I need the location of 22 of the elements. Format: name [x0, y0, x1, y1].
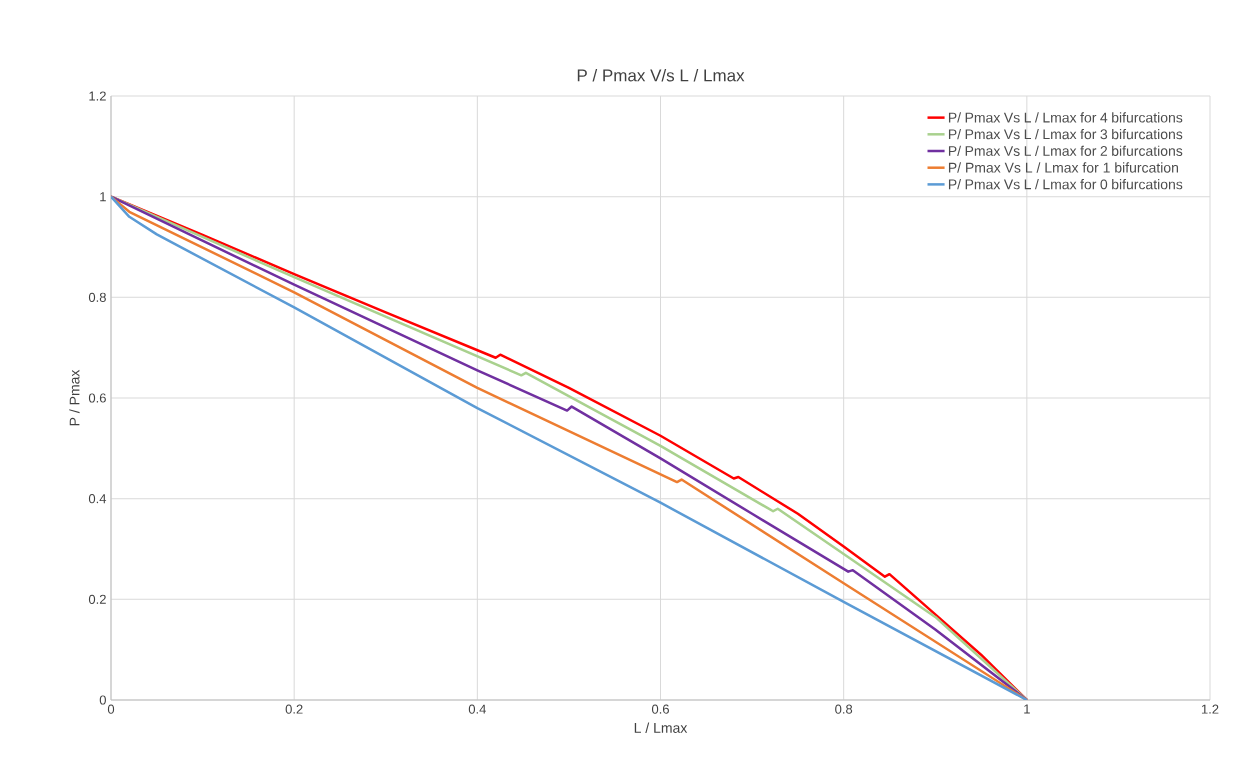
y-tick-label: 1	[100, 192, 106, 202]
y-tick-label: 0.6	[88, 393, 106, 403]
y-tick-label: 0	[99, 695, 106, 705]
y-tick-label: 1.2	[89, 91, 106, 101]
x-tick-label: 0.4	[468, 704, 486, 714]
x-tick-label: 0.6	[651, 704, 669, 714]
x-tick-label: 1.2	[1201, 704, 1219, 714]
legend-label: P/ Pmax Vs L / Lmax for 1 bifurcation	[948, 162, 1178, 173]
x-tick-label: 1	[1024, 704, 1030, 714]
chart-title: P / Pmax V/s L / Lmax	[577, 68, 745, 82]
y-tick-label: 0.8	[88, 292, 106, 302]
legend-label: P/ Pmax Vs L / Lmax for 0 bifurcations	[948, 179, 1183, 190]
legend-label: P/ Pmax Vs L / Lmax for 4 bifurcations	[948, 112, 1183, 123]
x-tick-label: 0.2	[285, 704, 303, 714]
y-tick-label: 0.2	[88, 594, 106, 604]
legend-label: P/ Pmax Vs L / Lmax for 3 bifurcations	[948, 128, 1183, 140]
y-tick-label: 0.4	[88, 494, 107, 504]
x-axis-title: L / Lmax	[634, 722, 688, 733]
x-tick-label: 0	[107, 704, 115, 714]
y-axis-title: P / Pmax	[69, 369, 80, 426]
x-tick-label: 0.8	[835, 704, 853, 714]
legend-label: P/ Pmax Vs L / Lmax for 2 bifurcations	[948, 145, 1183, 156]
